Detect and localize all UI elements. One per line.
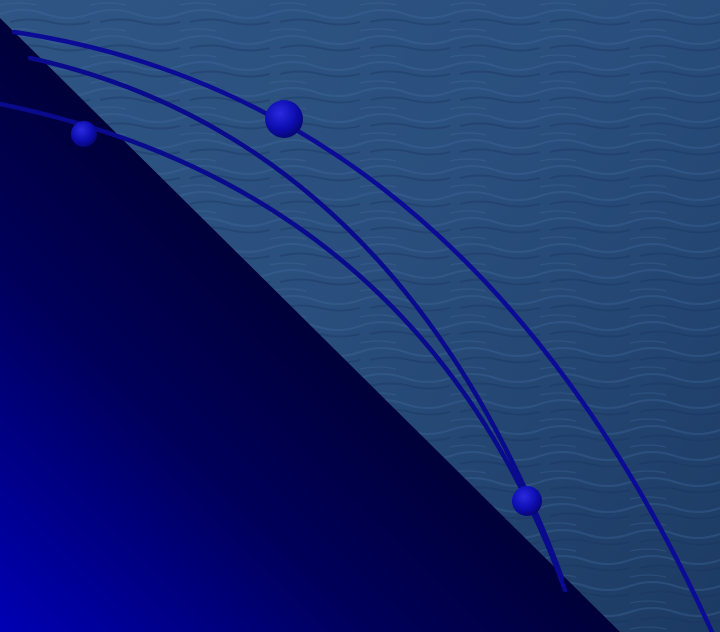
orb-small-bottom	[512, 486, 542, 516]
dark-triangle	[0, 18, 620, 632]
curve-outer	[11, 29, 715, 632]
curve-inner	[0, 101, 568, 593]
curve-middle	[27, 55, 565, 581]
orb-small-left	[71, 121, 97, 147]
orb-large	[265, 100, 303, 138]
